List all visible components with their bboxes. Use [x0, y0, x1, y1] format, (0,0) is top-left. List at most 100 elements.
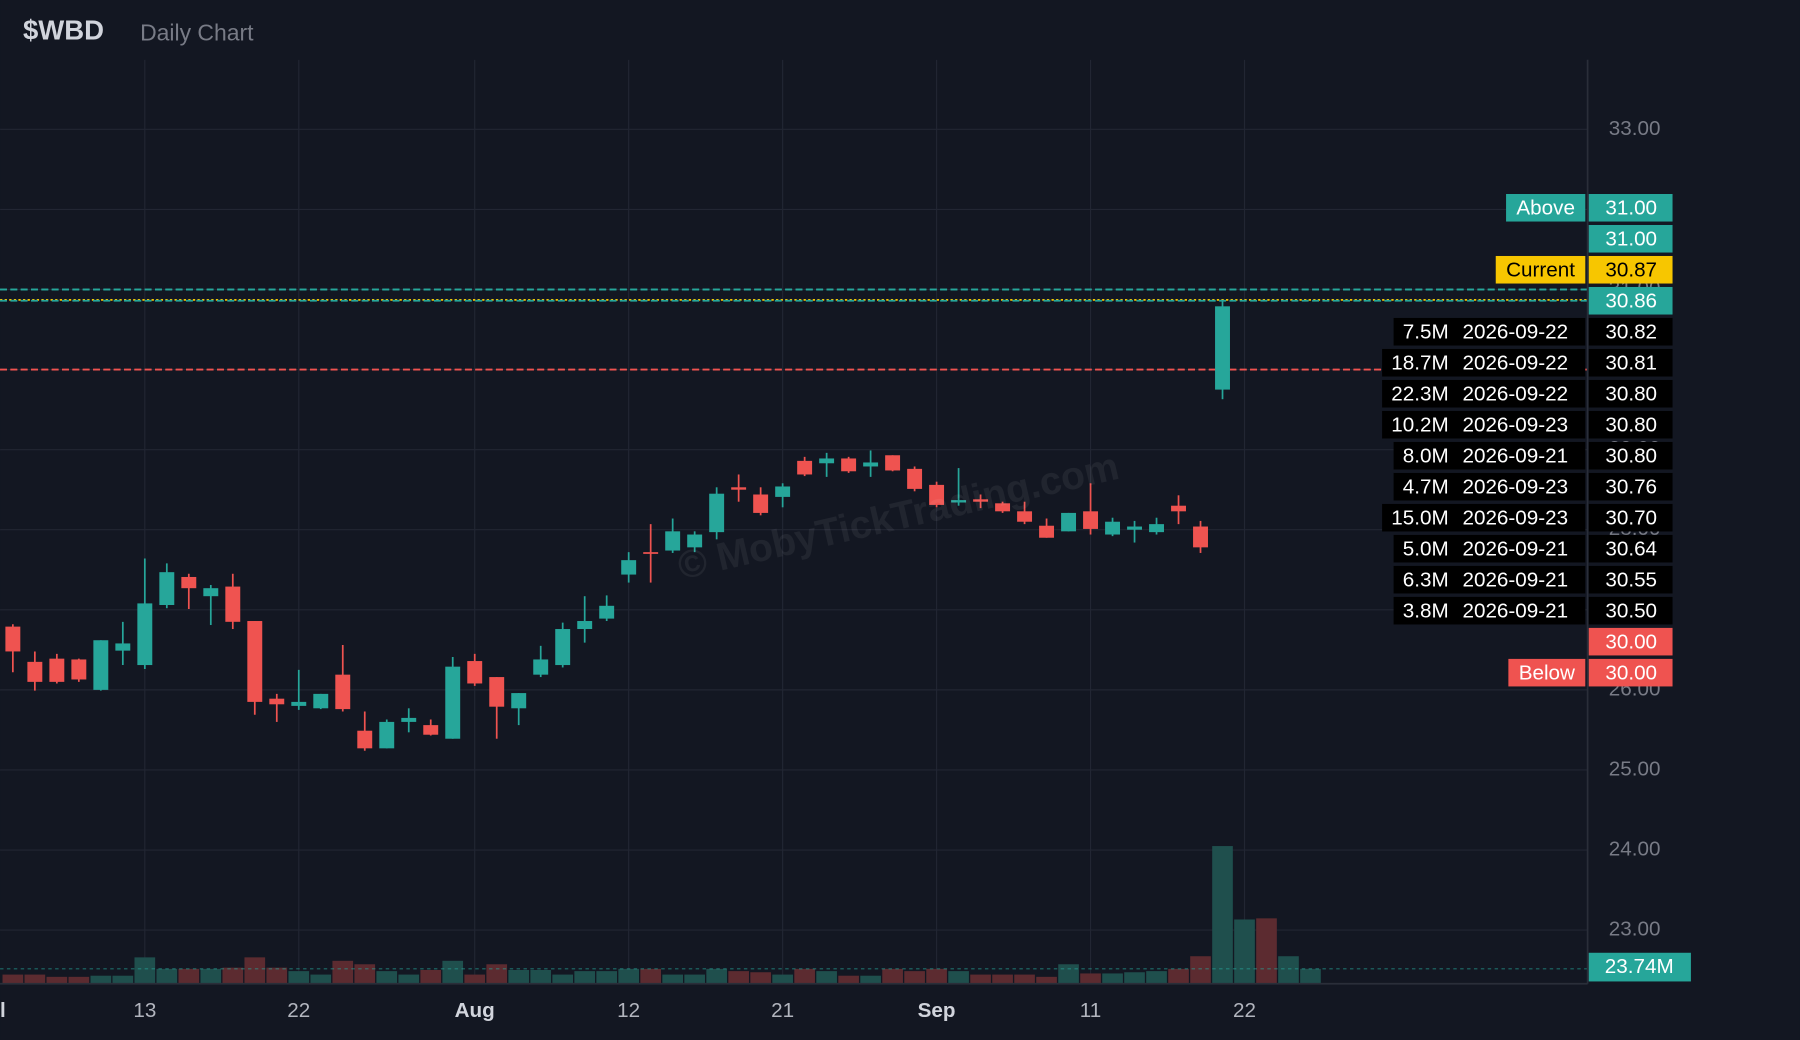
volume-bar	[816, 971, 837, 984]
profile-date: 2026-09-23	[1462, 475, 1568, 498]
candle-body	[379, 721, 395, 749]
profile-row-box	[1393, 534, 1586, 563]
volume-bar	[178, 968, 200, 984]
candle-body	[797, 460, 813, 475]
profile-row-box	[1382, 503, 1586, 532]
volume-bar	[464, 974, 486, 984]
volume-bar	[222, 967, 244, 984]
volume-bar	[200, 968, 222, 984]
profile-row-box	[1382, 379, 1586, 408]
profile-price: 30.80	[1605, 413, 1657, 436]
level-price-box	[1588, 286, 1673, 315]
candle-body	[181, 576, 197, 589]
candle-body	[137, 603, 153, 666]
profile-price: 30.64	[1605, 537, 1657, 560]
volume-bar	[420, 969, 442, 984]
candle-body	[687, 534, 703, 548]
profile-volume: 22.3M	[1391, 382, 1448, 405]
volume-bar	[354, 964, 376, 984]
profile-price: 30.80	[1605, 444, 1657, 467]
candle-body	[1149, 524, 1164, 533]
candle-body	[1171, 505, 1186, 512]
volume-bar	[486, 964, 508, 984]
candle-body	[1083, 511, 1099, 529]
profile-price: 30.76	[1605, 475, 1657, 498]
level-price: 31.00	[1605, 196, 1657, 219]
candle-body	[1105, 521, 1121, 535]
level-price: 30.86	[1605, 289, 1657, 312]
profile-date: 2026-09-21	[1462, 537, 1568, 560]
x-tick-label: 22	[1233, 999, 1256, 1022]
volume-bar	[1278, 956, 1299, 984]
level-price: 30.87	[1605, 258, 1657, 281]
profile-row-box	[1382, 410, 1586, 439]
level-price-box	[1588, 627, 1673, 656]
y-tick-label: 33.00	[1609, 117, 1661, 140]
level-name-box	[1506, 193, 1586, 222]
candle-body	[819, 458, 835, 464]
volume-bar	[684, 974, 705, 984]
profile-volume: 6.3M	[1403, 568, 1449, 591]
volume-bar	[288, 971, 310, 984]
profile-date: 2026-09-23	[1462, 413, 1568, 436]
volume-bar	[948, 971, 969, 984]
candle-body	[577, 621, 593, 630]
candle-body	[489, 677, 505, 707]
volume-bar	[1234, 919, 1255, 984]
candle-body	[247, 621, 263, 702]
volume-bar	[596, 971, 618, 984]
level-price: 31.00	[1605, 227, 1657, 250]
volume-bar	[1102, 973, 1123, 984]
candle-body	[1127, 526, 1143, 530]
candle-body	[907, 468, 923, 489]
candle-body	[49, 658, 65, 682]
level-price-box	[1588, 255, 1673, 284]
volume-bar	[112, 975, 134, 984]
volume-bar	[398, 974, 420, 984]
volume-bar	[1168, 968, 1189, 984]
profile-row-box	[1393, 565, 1586, 594]
candle-body	[665, 531, 681, 551]
volume-bar	[772, 974, 793, 984]
volume-bar	[574, 971, 596, 984]
volume-bar	[1190, 956, 1211, 984]
candle-body	[775, 486, 791, 497]
profile-price-box	[1588, 565, 1673, 594]
volume-bar	[1058, 964, 1079, 984]
profile-price-box	[1588, 379, 1673, 408]
profile-row-box	[1382, 348, 1586, 377]
candle-body	[511, 693, 527, 709]
profile-row-box	[1393, 596, 1586, 625]
candle-body	[313, 693, 329, 709]
volume-bar	[750, 972, 771, 984]
volume-bar	[2, 974, 24, 984]
profile-price-box	[1588, 503, 1673, 532]
candle-body	[445, 666, 461, 739]
profile-date: 2026-09-22	[1462, 382, 1568, 405]
chart-subtitle: Daily Chart	[140, 19, 254, 45]
profile-volume: 15.0M	[1391, 506, 1448, 529]
volume-bar	[156, 968, 178, 984]
level-name: Above	[1516, 196, 1575, 219]
volume-bar	[706, 968, 727, 984]
volume-bar	[552, 974, 574, 984]
volume-bar	[1036, 976, 1057, 984]
profile-price-box	[1588, 441, 1673, 470]
profile-price: 30.80	[1605, 382, 1657, 405]
profile-volume: 8.0M	[1403, 444, 1449, 467]
candle-body	[357, 730, 373, 749]
candle-body	[5, 626, 21, 652]
volume-bar	[310, 974, 332, 984]
candle-body	[599, 605, 615, 619]
y-tick-label: 24.00	[1609, 837, 1661, 860]
candle-body	[885, 455, 901, 471]
level-price-box	[1588, 224, 1673, 253]
level-price-box	[1588, 658, 1673, 687]
volume-bar	[68, 976, 90, 984]
volume-bar	[1080, 973, 1101, 984]
profile-row-box	[1393, 441, 1586, 470]
candle-body	[643, 552, 659, 554]
level-price: 30.00	[1605, 630, 1657, 653]
candle-body	[863, 462, 879, 467]
